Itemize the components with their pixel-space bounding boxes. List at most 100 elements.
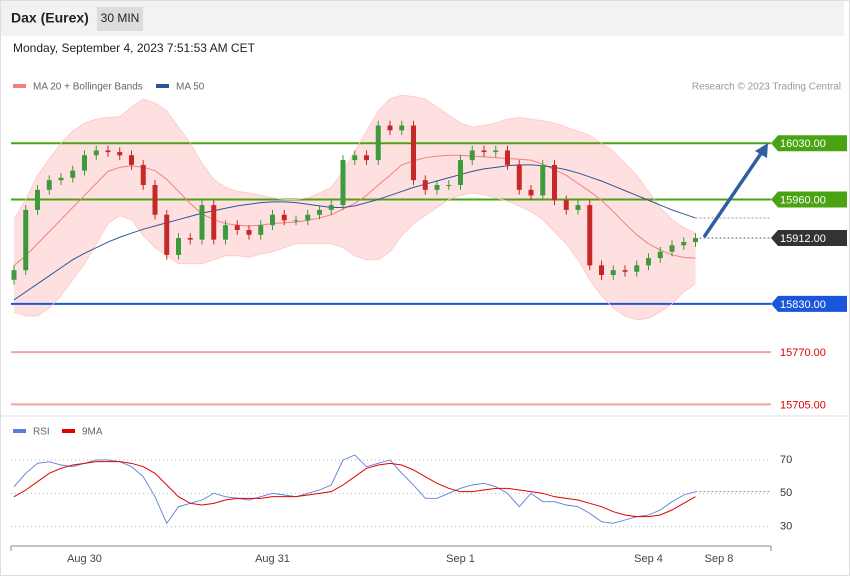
candle-body — [23, 209, 29, 271]
level-label: 15912.00 — [780, 233, 826, 245]
band-lower — [13, 192, 696, 321]
candle-body — [434, 185, 440, 190]
candle-body — [352, 155, 358, 161]
interval[interactable]: 30 MIN — [101, 11, 140, 25]
candle-body — [540, 164, 546, 196]
x-tick-label: Sep 1 — [446, 553, 475, 565]
candle-body — [446, 185, 452, 186]
level-label-box — [771, 191, 847, 208]
series-line — [13, 454, 696, 525]
legend-label: 9MA — [82, 427, 103, 438]
candle-body — [152, 185, 158, 215]
candle-body — [399, 125, 405, 131]
candle-body — [328, 205, 334, 210]
legend-label: RSI — [33, 427, 50, 438]
candle-body — [305, 214, 311, 221]
level-label: 15705.00 — [780, 399, 826, 411]
legend-label: MA 50 — [176, 82, 205, 93]
candle-body — [70, 170, 76, 178]
candle-body — [58, 177, 64, 181]
credit: Research © 2023 Trading Central — [692, 82, 841, 93]
candle-body — [669, 245, 675, 252]
candle-body — [317, 209, 322, 215]
candle-body — [234, 225, 240, 230]
candle-body — [93, 150, 99, 156]
candle-body — [258, 225, 264, 235]
candle-body — [552, 164, 557, 201]
y-tick-label: 50 — [780, 487, 792, 499]
candle-body — [516, 164, 522, 190]
candle-body — [270, 214, 275, 226]
candle-body — [293, 220, 299, 222]
candle-body — [129, 155, 134, 165]
candle-body — [563, 200, 569, 210]
candle-body — [105, 150, 111, 153]
candle-body — [634, 265, 640, 272]
candle-body — [681, 242, 687, 246]
candle-body — [587, 205, 593, 266]
candle-body — [164, 214, 170, 255]
candle-body — [199, 205, 205, 240]
candle-body — [281, 214, 287, 221]
timestamp: Monday, September 4, 2023 7:51:53 AM CET — [13, 41, 256, 55]
level-label: 15830.00 — [780, 299, 826, 311]
candle-body — [481, 150, 487, 153]
legend-label: MA 20 + Bollinger Bands — [33, 82, 143, 93]
plot: 16030.00 15960.00 15912.00 15830.00 15770.00… — [11, 82, 847, 565]
title: Dax (Eurex) — [11, 10, 89, 26]
candle-body — [340, 160, 346, 206]
level-label: 16030.00 — [780, 138, 826, 150]
candle-body — [117, 152, 123, 156]
candle-body — [469, 150, 475, 161]
x-tick-label: Sep 8 — [705, 553, 734, 565]
interval-box[interactable] — [97, 7, 143, 31]
candle-body — [176, 238, 181, 255]
candle-body — [140, 164, 146, 185]
candle-body — [493, 150, 499, 153]
legend-swatch — [13, 429, 26, 433]
candle-body — [11, 270, 17, 280]
candle-body — [211, 205, 217, 240]
candle-body — [422, 180, 428, 190]
legend-swatch — [13, 84, 26, 88]
series-line — [13, 461, 696, 518]
candle-body — [646, 258, 651, 266]
candle-body — [610, 270, 616, 275]
candle-body — [528, 189, 534, 196]
candle-body — [82, 155, 87, 171]
candle-body — [657, 251, 663, 259]
y-tick-label: 30 — [780, 521, 792, 533]
ma-line — [13, 154, 696, 266]
level-label-box — [771, 295, 847, 312]
forecast-arrow-head — [755, 143, 768, 158]
candle-body — [375, 125, 381, 161]
candle-body — [411, 125, 416, 181]
level-label: 15770.00 — [780, 347, 826, 359]
legend-swatch — [62, 429, 75, 433]
level-label: 15960.00 — [780, 194, 826, 206]
candle-body — [223, 225, 228, 240]
ma-line — [13, 164, 696, 301]
candle-body — [458, 160, 463, 185]
x-tick-label: Aug 30 — [67, 553, 102, 565]
x-tick-label: Sep 4 — [634, 553, 663, 565]
level-label-box — [771, 135, 847, 152]
y-tick-label: 70 — [780, 454, 792, 466]
candle-body — [364, 155, 369, 161]
candle-body — [187, 238, 193, 240]
candle-body — [35, 189, 40, 210]
forecast-arrow — [702, 151, 764, 238]
candle-body — [246, 230, 252, 235]
legend-swatch — [156, 84, 169, 88]
candle-body — [622, 270, 628, 272]
candle-body — [387, 125, 393, 131]
candle-body — [46, 180, 52, 190]
candle-body — [693, 238, 698, 243]
candle-body — [505, 150, 510, 165]
candle-body — [575, 205, 581, 210]
level-label-box — [771, 230, 847, 247]
x-tick-label: Aug 31 — [255, 553, 290, 565]
candle-body — [599, 265, 604, 275]
